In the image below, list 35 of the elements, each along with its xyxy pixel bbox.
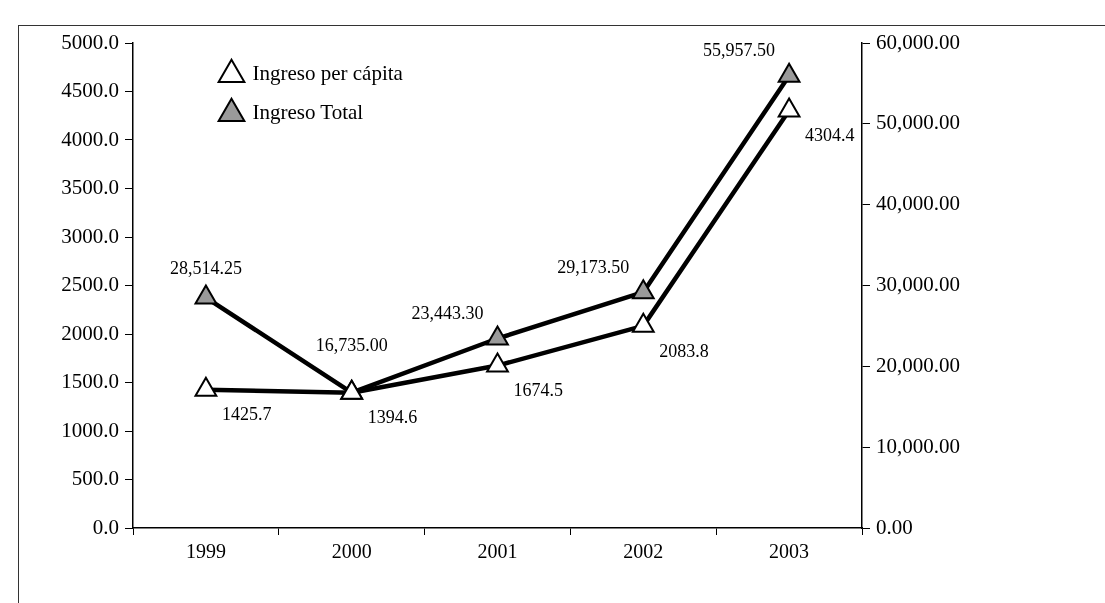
data-label: 2083.8	[659, 340, 709, 361]
y-tick-label: 4000.0	[61, 126, 119, 151]
legend-label: Ingreso Total	[252, 100, 364, 125]
data-label: 55,957.50	[703, 40, 776, 61]
y2-tick-label: 30,000.00	[876, 272, 960, 297]
y2-tick-label: 50,000.00	[876, 110, 960, 135]
y2-tick-label: 10,000.00	[876, 433, 960, 458]
data-label: 29,173.50	[557, 256, 630, 277]
y-tick-label: 1000.0	[61, 417, 119, 442]
data-label: 23,443.30	[411, 303, 484, 324]
x-tick-label: 2001	[477, 540, 518, 563]
data-label: 28,514.25	[169, 258, 242, 279]
y-tick-label: 2000.0	[61, 320, 119, 345]
x-tick-label: 2002	[623, 540, 664, 563]
legend-label: Ingreso per cápita	[252, 61, 404, 86]
y2-tick-label: 20,000.00	[876, 352, 960, 377]
data-label: 4304.4	[805, 125, 855, 146]
y2-tick-label: 0.00	[876, 514, 913, 539]
y2-tick-label: 60,000.00	[876, 29, 960, 54]
y-tick-label: 500.0	[71, 466, 119, 491]
data-label: 1394.6	[367, 407, 418, 428]
data-label: 1425.7	[221, 404, 272, 425]
y-tick-label: 3500.0	[61, 175, 119, 200]
x-tick-label: 2003	[769, 540, 810, 563]
y-tick-label: 2500.0	[61, 272, 119, 297]
y-tick-label: 3000.0	[61, 223, 119, 248]
x-tick-label: 1999	[185, 540, 226, 563]
y-tick-label: 0.0	[92, 514, 119, 539]
y2-tick-label: 40,000.00	[876, 191, 960, 216]
y-tick-label: 4500.0	[61, 78, 119, 103]
y-tick-label: 5000.0	[61, 29, 119, 54]
x-tick-label: 2000	[331, 540, 372, 563]
data-label: 16,735.00	[315, 335, 388, 356]
data-label: 1674.5	[513, 380, 563, 401]
y-tick-label: 1500.0	[61, 369, 119, 394]
